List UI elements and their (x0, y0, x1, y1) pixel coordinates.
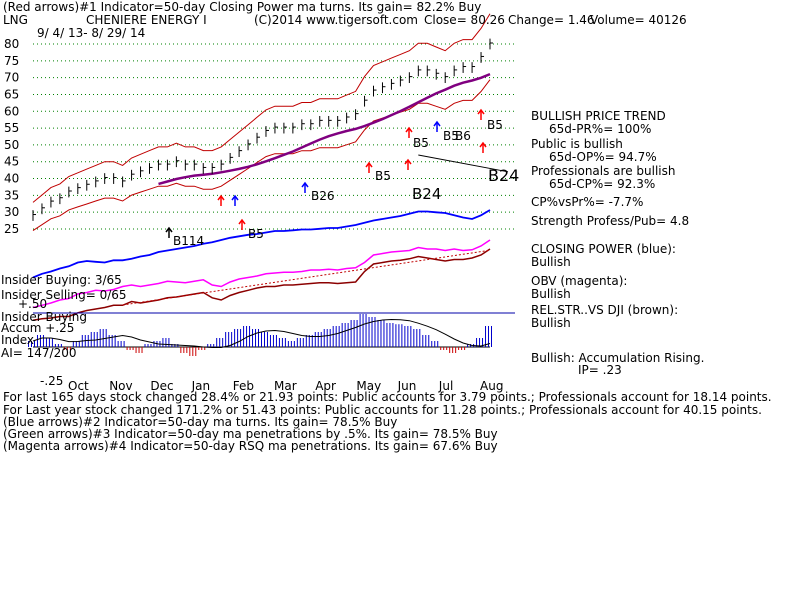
relstr-line (32, 248, 491, 322)
y-tick-label: 60 (4, 104, 19, 118)
closing-power-label: CLOSING POWER (blue): (531, 242, 676, 256)
y-tick-label: 55 (4, 121, 19, 135)
strength-value: Strength Profess/Pub= 4.8 (531, 214, 690, 228)
insider-buying: Insider Buying: 3/65 (1, 273, 122, 287)
y-tick-label: 45 (4, 155, 19, 169)
closing-power-line (32, 209, 491, 279)
y-tick-label: 35 (4, 188, 19, 202)
x-tick-label: Dec (150, 379, 173, 393)
lower-band (32, 79, 491, 232)
cp-value: 65d-CP%= 92.3% (549, 177, 656, 191)
red-arrow-head (405, 126, 413, 133)
signal-b5-a: B5 (375, 169, 391, 183)
signal-b5-b: B5 (413, 136, 429, 150)
signal-b6: B6 (455, 129, 471, 143)
x-tick-label: Nov (109, 379, 132, 393)
obv-value: Bullish (531, 287, 571, 301)
red-arrow-head (217, 194, 225, 201)
ticker: LNG (3, 13, 28, 27)
accum-scale-plus50: +.50 (18, 297, 48, 311)
y-tick-label: 40 (4, 172, 19, 186)
relstr-label: REL.STR..VS DJI (brown): (531, 303, 679, 317)
insider-buying-2: Insider Buying (1, 310, 87, 324)
x-tick-label: Jun (397, 379, 417, 393)
change-value: Change= 1.46 (508, 13, 595, 27)
volume-value: Volume= 40126 (590, 13, 687, 27)
b24-trendline (418, 154, 509, 173)
y-tick-label: 75 (4, 54, 19, 68)
company-name: CHENIERE ENERGY I (86, 13, 207, 27)
x-tick-label: Aug (480, 379, 503, 393)
closing-power-trendline (122, 249, 491, 306)
blue-arrow-head (433, 120, 441, 127)
insider-selling: Insider Selling= 0/65 (1, 288, 127, 302)
red-arrow-head (477, 108, 485, 115)
closing-power-value: Bullish (531, 255, 571, 269)
header-indicator-1: (Red arrows)#1 Indicator=50-day Closing … (3, 0, 482, 14)
accum-label: Bullish: Accumulation Rising. (531, 351, 705, 365)
ai-value: AI= 147/200 (1, 346, 77, 360)
red-arrow-head (404, 158, 412, 165)
y-tick-label: 70 (4, 71, 19, 85)
signal-b5-d: B5 (487, 118, 503, 132)
signal-b24-mid: B24 (412, 185, 442, 203)
footer-line-4: (Green arrows)#3 Indicator=50-day ma pen… (3, 427, 498, 441)
x-tick-label: Mar (274, 379, 297, 393)
accum-label-left: Accum +.25 (1, 321, 75, 335)
x-tick-label: Jan (191, 379, 211, 393)
y-tick-label: 25 (4, 222, 19, 236)
moving-average-line (158, 72, 491, 186)
red-arrow-head (365, 161, 373, 168)
red-arrow-head (479, 141, 487, 148)
footer-line-2: For Last year stock changed 171.2% or 51… (3, 403, 762, 417)
accum-ma-line (32, 318, 491, 348)
y-tick-label: 50 (4, 138, 19, 152)
date-range: 9/ 4/ 13- 8/ 29/ 14 (37, 26, 146, 40)
obv-line (32, 239, 491, 309)
index-label: Index (1, 333, 35, 347)
signal-b24-big: B24 (488, 166, 520, 185)
copyright: (C)2014 www.tigersoft.com (254, 13, 418, 27)
pr-value: 65d-PR%= 100% (549, 122, 652, 136)
blue-arrow-head (301, 181, 309, 188)
accum-scale-minus25: -.25 (40, 374, 64, 388)
x-tick-label: Jul (438, 379, 453, 393)
trend-title: BULLISH PRICE TREND (531, 109, 666, 123)
footer-line-1: For last 165 days stock changed 28.4% or… (3, 390, 772, 404)
public-label: Public is bullish (531, 137, 623, 151)
red-arrow-head (238, 218, 246, 225)
signal-b26: B26 (311, 189, 335, 203)
x-tick-label: May (356, 379, 381, 393)
x-tick-label: Oct (68, 379, 89, 393)
blue-arrow-head (231, 194, 239, 201)
y-tick-label: 80 (4, 37, 19, 51)
footer-line-5: (Magenta arrows)#4 Indicator=50-day RSQ … (3, 439, 498, 453)
relstr-value: Bullish (531, 316, 571, 330)
cpvspr-value: CP%vsPr%= -7.7% (531, 195, 644, 209)
footer-line-3: (Blue arrows)#2 Indicator=50-day ma turn… (3, 415, 398, 429)
x-tick-label: Feb (233, 379, 254, 393)
x-tick-label: Apr (315, 379, 336, 393)
y-tick-label: 65 (4, 87, 19, 101)
black-arrow-head (165, 226, 173, 233)
professionals-label: Professionals are bullish (531, 164, 676, 178)
upper-band (32, 13, 491, 203)
signal-b114: B114 (173, 234, 205, 248)
close-value: Close= 80.26 (424, 13, 505, 27)
y-tick-label: 30 (4, 205, 19, 219)
signal-b5-low: B5 (248, 227, 264, 241)
ip-value: IP= .23 (578, 363, 622, 377)
signal-b5-c: B5 (443, 129, 459, 143)
op-value: 65d-OP%= 94.7% (549, 150, 657, 164)
obv-label: OBV (magenta): (531, 274, 628, 288)
